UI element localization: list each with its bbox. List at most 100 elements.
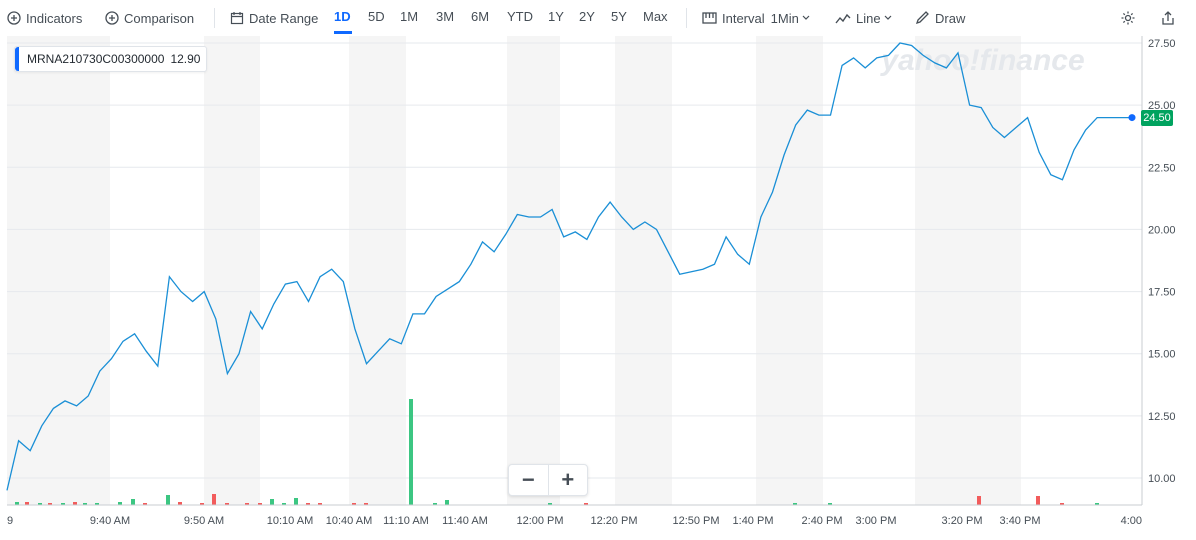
x-tick-label: 12:20 PM xyxy=(590,515,637,527)
gear-icon xyxy=(1121,11,1135,25)
x-tick-label: 9:40 AM xyxy=(90,515,130,527)
volume-bar xyxy=(828,503,832,505)
range-1y[interactable]: 1Y xyxy=(548,9,564,24)
volume-bar xyxy=(352,503,356,505)
x-tick-label: 10:40 AM xyxy=(326,515,372,527)
comparison-button[interactable]: Comparison xyxy=(105,9,194,27)
range-2y[interactable]: 2Y xyxy=(579,9,595,24)
divider xyxy=(686,8,687,28)
time-bands xyxy=(7,36,1021,505)
time-band xyxy=(7,36,110,505)
indicators-button[interactable]: Indicators xyxy=(7,9,82,27)
time-band xyxy=(507,36,560,505)
volume-bar xyxy=(364,503,368,505)
range-max[interactable]: Max xyxy=(643,9,668,24)
volume-bar xyxy=(83,503,87,505)
volume-bars xyxy=(15,399,1099,505)
comparison-label: Comparison xyxy=(124,10,195,26)
legend-symbol: MRNA210730C00300000 xyxy=(27,52,165,66)
y-tick-label: 10.00 xyxy=(1148,473,1176,485)
volume-bar xyxy=(245,503,249,505)
pencil-icon xyxy=(915,11,929,25)
share-button[interactable] xyxy=(1160,9,1181,27)
volume-bar xyxy=(258,503,262,505)
volume-bar xyxy=(270,499,274,505)
x-tick-label: 11:40 AM xyxy=(442,515,488,527)
volume-bar xyxy=(433,503,437,505)
y-tick-label: 27.50 xyxy=(1148,38,1176,50)
zoom-controls: − + xyxy=(508,464,588,496)
volume-bar xyxy=(282,503,286,505)
volume-bar xyxy=(61,503,65,505)
range-5y[interactable]: 5Y xyxy=(611,9,627,24)
last-price-tag: 24.50 xyxy=(1141,110,1173,126)
volume-bar xyxy=(977,496,981,505)
interval-icon xyxy=(702,12,717,24)
volume-bar xyxy=(793,503,797,505)
legend-price: 12.90 xyxy=(170,52,201,66)
x-tick-label: 3:00 PM xyxy=(856,515,897,527)
zoom-in-button[interactable]: + xyxy=(547,465,588,495)
volume-bar xyxy=(1095,503,1099,505)
divider xyxy=(214,8,215,28)
x-tick-label: 3:20 PM xyxy=(942,515,983,527)
chevron-down-icon xyxy=(884,15,892,20)
y-tick-label: 25.00 xyxy=(1148,100,1176,112)
indicators-label: Indicators xyxy=(26,10,83,26)
x-tick-label: 11:10 AM xyxy=(383,515,429,527)
x-tick-label: 2:40 PM xyxy=(802,515,843,527)
line-chart-icon xyxy=(835,13,851,24)
settings-button[interactable] xyxy=(1120,9,1141,27)
draw-button[interactable]: Draw xyxy=(915,9,965,27)
volume-bar xyxy=(25,502,29,505)
y-tick-label: 22.50 xyxy=(1148,162,1176,174)
x-tick-label: 12:50 PM xyxy=(672,515,719,527)
volume-bar xyxy=(212,494,216,505)
draw-label: Draw xyxy=(935,10,966,26)
x-axis: 9 9:40 AM 9:50 AM 10:10 AM 10:40 AM 11:10 AM 1… xyxy=(7,515,1142,527)
volume-bar xyxy=(95,503,99,505)
volume-bar xyxy=(38,503,42,505)
symbol-legend[interactable]: MRNA210730C00300000 12.90 xyxy=(14,46,208,72)
chart-type-button[interactable]: Line xyxy=(835,9,897,27)
calendar-icon xyxy=(230,12,244,25)
volume-bar xyxy=(166,495,170,505)
range-3m[interactable]: 3M xyxy=(436,9,455,24)
zoom-out-button[interactable]: − xyxy=(521,467,535,492)
plus-circle-icon xyxy=(7,11,21,25)
volume-bar xyxy=(1036,496,1040,505)
date-range-label: Date Range xyxy=(249,10,319,26)
date-range-button[interactable]: Date Range xyxy=(230,9,318,27)
volume-bar xyxy=(178,502,182,505)
interval-label: Interval xyxy=(722,10,765,26)
y-tick-label: 20.00 xyxy=(1148,224,1176,236)
range-1m[interactable]: 1M xyxy=(400,9,419,24)
interval-value: 1Min xyxy=(770,10,799,26)
range-1d[interactable]: 1D xyxy=(334,9,351,24)
volume-bar xyxy=(73,502,77,505)
active-range-indicator xyxy=(334,31,352,34)
range-5d[interactable]: 5D xyxy=(368,9,385,24)
chart-type-label: Line xyxy=(856,10,881,26)
volume-bar xyxy=(306,503,310,505)
volume-bar xyxy=(48,503,52,505)
x-tick-label: 4:00 xyxy=(1121,515,1142,527)
interval-button[interactable]: Interval 1Min xyxy=(702,9,815,27)
x-tick-label: 9 xyxy=(7,515,13,527)
volume-bar xyxy=(294,498,298,505)
plus-circle-icon xyxy=(105,11,119,25)
range-6m[interactable]: 6M xyxy=(471,9,490,24)
x-tick-label: 10:10 AM xyxy=(267,515,313,527)
x-tick-label: 9:50 AM xyxy=(184,515,224,527)
last-price-dot xyxy=(1128,114,1136,122)
time-band xyxy=(349,36,406,505)
volume-bar xyxy=(409,399,413,505)
volume-bar xyxy=(15,502,19,505)
time-band xyxy=(615,36,672,505)
y-tick-label: 17.50 xyxy=(1148,287,1176,299)
volume-bar xyxy=(548,503,552,505)
range-ytd[interactable]: YTD xyxy=(507,9,533,24)
volume-bar xyxy=(131,499,135,505)
volume-bar xyxy=(143,503,147,505)
